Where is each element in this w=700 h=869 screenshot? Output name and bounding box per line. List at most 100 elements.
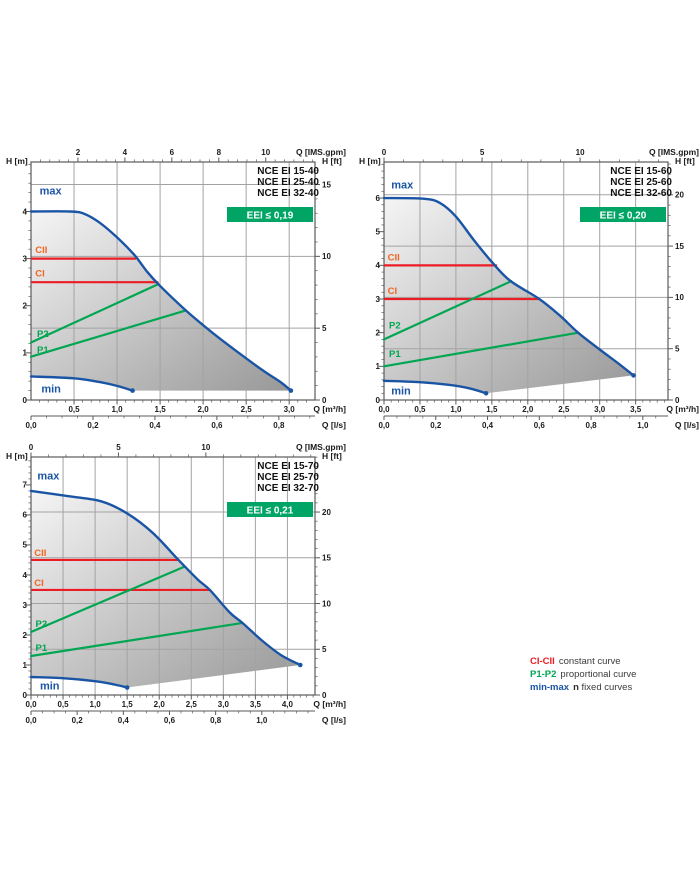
svg-text:0: 0 <box>376 396 381 405</box>
svg-text:min: min <box>391 386 411 398</box>
pump-curve-chart-70: 0 1 2 3 4 5 6 7 0 5 10 15 20 0 5 10 0,0 0,5 1,0 1,5 2,0 2,5 3,… <box>6 442 346 725</box>
svg-text:NCE EI 32-60: NCE EI 32-60 <box>610 188 672 199</box>
svg-text:0,2: 0,2 <box>87 421 99 430</box>
svg-text:10: 10 <box>675 293 684 302</box>
svg-text:2,0: 2,0 <box>198 405 210 414</box>
svg-text:2: 2 <box>23 631 28 640</box>
legend-n-symbol: n <box>573 682 579 693</box>
svg-text:min: min <box>40 681 60 693</box>
svg-text:0,2: 0,2 <box>430 421 442 430</box>
svg-text:P2: P2 <box>35 619 47 630</box>
svg-text:CI: CI <box>388 286 398 297</box>
svg-text:5: 5 <box>480 148 485 157</box>
svg-text:4,0: 4,0 <box>282 700 294 709</box>
svg-text:NCE EI 25-70: NCE EI 25-70 <box>257 472 319 483</box>
svg-text:0: 0 <box>322 396 327 405</box>
svg-text:2: 2 <box>76 148 81 157</box>
svg-text:0,0: 0,0 <box>25 421 37 430</box>
svg-text:3,0: 3,0 <box>594 405 606 414</box>
legend-key-proportional: P1-P2 <box>530 669 557 680</box>
svg-text:1,5: 1,5 <box>155 405 167 414</box>
svg-text:0: 0 <box>675 396 680 405</box>
svg-text:Q [m³/h]: Q [m³/h] <box>313 404 346 414</box>
legend-key-fixed: min-max <box>530 682 570 693</box>
svg-text:Q [l/s]: Q [l/s] <box>322 715 346 725</box>
svg-text:0: 0 <box>29 443 34 452</box>
svg-text:0,8: 0,8 <box>586 421 598 430</box>
svg-text:1: 1 <box>23 661 28 670</box>
svg-text:15: 15 <box>322 554 331 563</box>
svg-text:Q [m³/h]: Q [m³/h] <box>313 699 346 709</box>
svg-text:0,6: 0,6 <box>164 716 176 725</box>
svg-text:NCE EI 32-40: NCE EI 32-40 <box>257 188 319 199</box>
svg-text:max: max <box>391 180 414 192</box>
svg-text:1,0: 1,0 <box>256 716 268 725</box>
svg-text:10: 10 <box>576 148 585 157</box>
svg-text:4: 4 <box>123 148 128 157</box>
svg-text:10: 10 <box>261 148 270 157</box>
svg-text:H [m]: H [m] <box>6 156 28 166</box>
svg-text:5: 5 <box>376 227 381 236</box>
svg-text:NCE EI 25-40: NCE EI 25-40 <box>257 177 319 188</box>
svg-text:1,0: 1,0 <box>90 700 102 709</box>
svg-text:0,2: 0,2 <box>72 716 84 725</box>
svg-text:1,5: 1,5 <box>486 405 498 414</box>
svg-text:5: 5 <box>23 541 28 550</box>
svg-text:0: 0 <box>23 396 28 405</box>
svg-text:H [ft]: H [ft] <box>322 451 342 461</box>
svg-text:5: 5 <box>322 324 327 333</box>
svg-text:5: 5 <box>322 645 327 654</box>
svg-text:5: 5 <box>675 345 680 354</box>
svg-text:CII: CII <box>34 548 46 559</box>
svg-text:P1: P1 <box>35 643 47 654</box>
svg-text:1,0: 1,0 <box>450 405 462 414</box>
svg-text:2,0: 2,0 <box>522 405 534 414</box>
legend-item-fixed-curves: min-max n fixed curves <box>530 681 636 694</box>
svg-text:4: 4 <box>23 207 28 216</box>
eei-badge <box>580 207 666 222</box>
legend-key-constant: CI-CII <box>530 656 555 667</box>
svg-text:15: 15 <box>675 242 684 251</box>
svg-text:0,4: 0,4 <box>118 716 130 725</box>
svg-text:2,5: 2,5 <box>241 405 253 414</box>
chart-nce-ei-60: 0 1 2 3 4 5 6 0 5 10 15 20 0 5 10 0,0 0,5 1,0 1,5 2,0 2,5 3,0… <box>358 142 700 438</box>
svg-text:Q [l/s]: Q [l/s] <box>675 420 699 430</box>
svg-text:15: 15 <box>322 180 331 189</box>
svg-text:CI: CI <box>35 269 45 280</box>
svg-text:20: 20 <box>675 191 684 200</box>
svg-text:4: 4 <box>23 571 28 580</box>
svg-text:H [ft]: H [ft] <box>322 156 342 166</box>
svg-text:0,5: 0,5 <box>57 700 69 709</box>
legend-text-proportional: proportional curve <box>560 669 637 680</box>
svg-text:P2: P2 <box>37 329 49 340</box>
svg-text:3,0: 3,0 <box>284 405 296 414</box>
operating-region <box>384 198 634 394</box>
svg-text:3: 3 <box>376 295 381 304</box>
svg-text:10: 10 <box>201 443 210 452</box>
svg-text:3,5: 3,5 <box>250 700 262 709</box>
svg-text:CII: CII <box>388 252 400 263</box>
svg-text:0,0: 0,0 <box>378 405 390 414</box>
svg-text:2,5: 2,5 <box>186 700 198 709</box>
svg-text:2: 2 <box>23 302 28 311</box>
svg-text:max: max <box>40 186 63 198</box>
svg-text:20: 20 <box>322 508 331 517</box>
svg-text:min: min <box>41 383 61 395</box>
svg-text:Q [IMS.gpm]: Q [IMS.gpm] <box>296 147 346 157</box>
svg-text:EEI ≤ 0,21: EEI ≤ 0,21 <box>247 506 294 517</box>
legend-item-constant-curve: CI-CII constant curve <box>530 655 636 668</box>
svg-text:10: 10 <box>322 599 331 608</box>
svg-text:0,5: 0,5 <box>68 405 80 414</box>
svg-text:3: 3 <box>23 254 28 263</box>
svg-text:7: 7 <box>23 481 28 490</box>
svg-text:1,0: 1,0 <box>111 405 123 414</box>
svg-text:1: 1 <box>376 362 381 371</box>
svg-text:0,8: 0,8 <box>273 421 285 430</box>
svg-text:CII: CII <box>35 245 47 256</box>
svg-text:H [m]: H [m] <box>359 156 381 166</box>
pump-curve-chart-60: 0 1 2 3 4 5 6 0 5 10 15 20 0 5 10 0,0 0,5 1,0 1,5 2,0 2,5 3,0… <box>359 147 699 430</box>
svg-text:4: 4 <box>376 261 381 270</box>
svg-text:0,6: 0,6 <box>211 421 223 430</box>
svg-text:NCE EI 15-70: NCE EI 15-70 <box>257 461 319 472</box>
